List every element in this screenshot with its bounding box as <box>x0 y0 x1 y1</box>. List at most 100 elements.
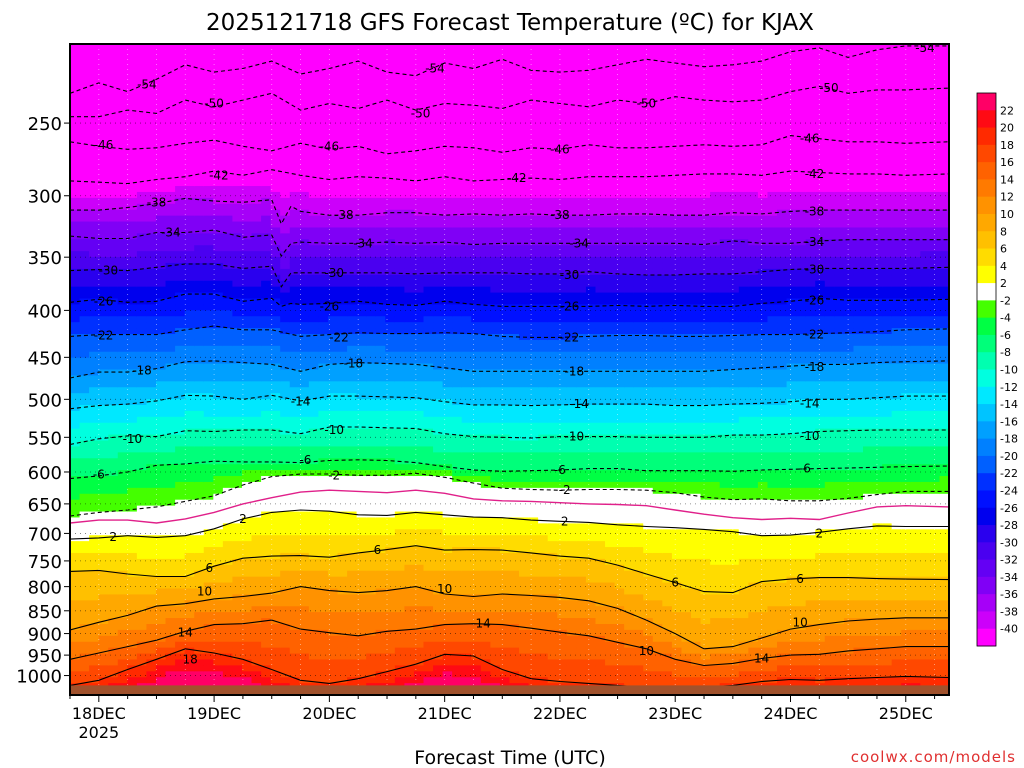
temperature-cell <box>442 576 453 584</box>
temperature-cell <box>136 215 148 223</box>
temperature-cell <box>385 487 396 495</box>
temperature-cell <box>480 399 492 406</box>
temperature-cell <box>394 245 406 252</box>
temperature-cell <box>79 55 90 63</box>
temperature-cell <box>308 310 320 318</box>
temperature-cell <box>433 79 444 87</box>
temperature-cell <box>413 310 425 318</box>
temperature-cell <box>232 345 243 353</box>
temperature-cell <box>413 126 425 134</box>
temperature-cell <box>98 197 110 205</box>
temperature-cell <box>394 612 406 619</box>
temperature-cell <box>165 91 176 99</box>
temperature-cell <box>299 476 310 483</box>
temperature-cell <box>136 126 148 134</box>
temperature-cell <box>289 671 301 679</box>
temperature-cell <box>108 369 119 377</box>
temperature-cell <box>337 339 348 347</box>
temperature-cell <box>241 470 253 477</box>
temperature-cell <box>117 399 129 406</box>
temperature-cell <box>203 227 215 235</box>
temperature-cell <box>404 227 415 235</box>
temperature-cell <box>108 55 119 63</box>
temperature-cell <box>213 44 224 51</box>
temperature-cell <box>289 381 301 389</box>
temperature-cell <box>117 351 129 359</box>
temperature-cell <box>327 67 339 75</box>
temperature-cell <box>442 541 453 548</box>
temperature-cell <box>433 55 444 63</box>
temperature-cell <box>442 375 453 383</box>
temperature-cell <box>213 61 224 69</box>
temperature-cell <box>299 61 310 69</box>
temperature-cell <box>70 612 81 619</box>
temperature-cell <box>356 262 367 270</box>
temperature-cell <box>222 481 234 489</box>
temperature-cell <box>433 635 444 643</box>
temperature-cell <box>366 132 377 140</box>
temperature-cell <box>423 582 434 590</box>
temperature-cell <box>136 499 148 507</box>
temperature-cell <box>251 227 262 235</box>
temperature-cell <box>270 428 281 436</box>
temperature-cell <box>423 452 434 460</box>
temperature-cell <box>308 132 320 140</box>
temperature-cell <box>98 363 110 371</box>
temperature-cell <box>385 333 396 341</box>
temperature-cell <box>308 203 320 211</box>
temperature-cell <box>165 677 176 684</box>
temperature-cell <box>213 623 224 631</box>
temperature-cell <box>337 316 348 323</box>
temperature-cell <box>89 197 100 205</box>
temperature-cell <box>280 600 291 608</box>
temperature-cell <box>375 262 387 270</box>
temperature-cell <box>299 547 310 554</box>
temperature-cell <box>146 476 157 483</box>
temperature-cell <box>337 268 348 276</box>
temperature-cell <box>423 558 434 566</box>
temperature-cell <box>337 440 348 448</box>
temperature-cell <box>155 677 167 684</box>
temperature-cell <box>175 103 186 110</box>
temperature-cell <box>327 381 339 389</box>
temperature-cell <box>385 286 396 294</box>
temperature-cell <box>413 227 425 235</box>
temperature-cell <box>155 115 167 122</box>
temperature-cell <box>280 659 291 667</box>
temperature-cell <box>117 286 129 294</box>
temperature-cell <box>442 452 453 460</box>
temperature-cell <box>413 600 425 608</box>
temperature-cell <box>108 150 119 158</box>
temperature-cell <box>203 487 215 495</box>
temperature-cell <box>155 191 167 199</box>
temperature-cell <box>127 464 138 471</box>
temperature-cell <box>375 109 387 116</box>
temperature-cell <box>347 257 358 264</box>
temperature-cell <box>433 162 444 170</box>
temperature-cell <box>308 150 320 158</box>
temperature-cell <box>165 671 176 679</box>
plot-area: -54-54-54-50-50-50-50-46 -46 -46-46-42 -42-… <box>70 44 949 695</box>
temperature-cell <box>70 677 81 684</box>
temperature-cell <box>499 156 511 164</box>
temperature-cell <box>356 268 367 276</box>
temperature-cell <box>442 91 453 99</box>
temperature-cell <box>394 552 406 560</box>
temperature-cell <box>347 150 358 158</box>
temperature-cell <box>480 493 492 501</box>
temperature-cell <box>480 322 492 329</box>
temperature-cell <box>146 67 157 75</box>
temperature-cell <box>442 493 453 501</box>
temperature-cell <box>452 399 463 406</box>
temperature-cell <box>480 168 492 175</box>
temperature-cell <box>404 49 415 57</box>
temperature-cell <box>155 109 167 116</box>
temperature-cell <box>423 422 434 430</box>
temperature-cell <box>98 375 110 383</box>
temperature-cell <box>299 91 310 99</box>
temperature-cell <box>98 103 110 110</box>
temperature-cell <box>433 399 444 406</box>
temperature-cell <box>499 286 511 294</box>
temperature-cell <box>136 197 148 205</box>
temperature-cell <box>155 428 167 436</box>
